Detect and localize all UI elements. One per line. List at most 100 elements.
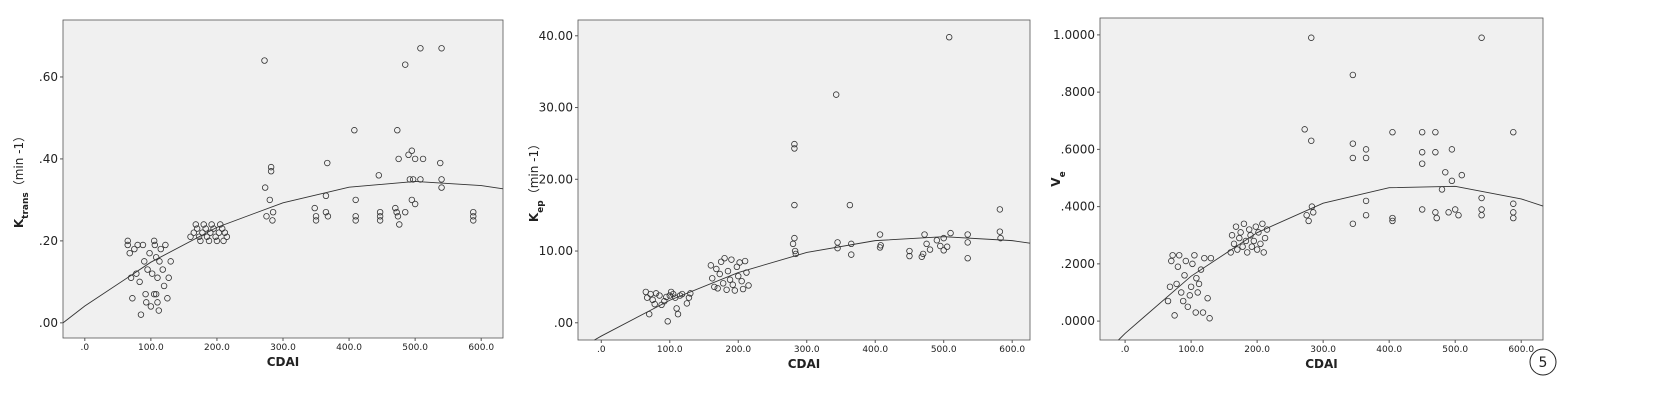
point — [197, 237, 204, 245]
y-axis-label-sub: ep — [536, 200, 546, 213]
point — [724, 267, 732, 275]
x-axis-label: CDAI — [1305, 357, 1338, 371]
fit-line — [62, 181, 504, 324]
point — [664, 318, 671, 325]
point — [351, 127, 358, 134]
point — [1362, 197, 1370, 205]
point — [1308, 137, 1315, 144]
point — [1189, 260, 1196, 268]
point — [210, 225, 217, 232]
point — [721, 255, 728, 262]
point — [162, 241, 169, 249]
y-tick-label: 40.00 — [539, 29, 573, 43]
point — [263, 213, 270, 220]
x-tick-label: 600.0 — [1508, 345, 1534, 355]
point — [877, 242, 884, 249]
y-axis-label: Ve — [1049, 171, 1068, 186]
x-tick-label: .0 — [1121, 345, 1130, 355]
y-tick-label: 10.00 — [539, 244, 573, 258]
point — [269, 217, 276, 224]
page-marker-circle — [1529, 348, 1557, 376]
point — [470, 208, 477, 216]
point — [139, 241, 147, 249]
point — [147, 303, 155, 310]
point — [1242, 237, 1250, 245]
point — [124, 241, 131, 249]
point — [964, 255, 971, 262]
point — [152, 290, 160, 298]
point — [719, 280, 727, 287]
point — [1195, 280, 1203, 288]
point — [1199, 309, 1207, 316]
y-axis-label-sub: e — [1058, 171, 1068, 177]
point — [150, 237, 158, 245]
point — [1418, 206, 1426, 213]
point — [791, 234, 798, 242]
x-tick-label: 100.0 — [138, 343, 164, 353]
plot-area — [577, 19, 1031, 341]
point — [713, 265, 720, 273]
point — [409, 176, 417, 183]
y-tick-label: .6000 — [1061, 142, 1095, 156]
y-tick-label: 30.00 — [539, 101, 573, 115]
x-tick-label: 600.0 — [468, 343, 494, 353]
point — [1418, 149, 1426, 156]
point — [131, 245, 138, 253]
x-tick-label: 300.0 — [270, 343, 296, 353]
point — [666, 292, 673, 299]
point — [136, 278, 143, 286]
point — [792, 250, 799, 258]
x-tick-label: 200.0 — [1244, 345, 1270, 355]
point — [1455, 212, 1462, 219]
point — [1448, 146, 1456, 153]
x-tick-label: .0 — [81, 343, 90, 353]
point — [1432, 149, 1439, 156]
point — [394, 127, 401, 134]
y-tick-label: .60 — [39, 70, 58, 84]
point — [1510, 214, 1517, 222]
point — [1259, 220, 1266, 227]
point — [205, 237, 213, 245]
point — [673, 305, 680, 312]
point — [918, 253, 925, 260]
x-tick-label: 600.0 — [999, 345, 1025, 355]
point — [212, 233, 219, 240]
point — [221, 229, 229, 236]
point — [1182, 257, 1190, 265]
point — [152, 254, 160, 261]
point — [832, 91, 840, 98]
point — [745, 282, 752, 289]
point — [1451, 206, 1459, 213]
point — [652, 290, 660, 297]
point — [1186, 292, 1193, 299]
point — [266, 196, 273, 204]
point — [1253, 246, 1261, 253]
point — [943, 243, 951, 250]
point — [154, 274, 161, 281]
point — [940, 247, 947, 254]
point — [791, 247, 799, 255]
point — [141, 258, 148, 265]
point — [1232, 223, 1240, 230]
point — [739, 285, 747, 293]
point — [190, 229, 198, 236]
point — [669, 290, 677, 298]
point — [651, 300, 658, 308]
point — [1248, 243, 1256, 250]
point — [1418, 160, 1426, 167]
y-tick-label: .8000 — [1061, 85, 1095, 99]
x-tick-label: 200.0 — [204, 343, 230, 353]
point — [996, 228, 1004, 235]
point — [352, 196, 359, 204]
point — [1389, 214, 1396, 222]
point — [1349, 220, 1357, 227]
point — [1349, 154, 1357, 162]
point — [1305, 217, 1312, 225]
point — [151, 241, 159, 249]
point — [685, 294, 693, 301]
point — [656, 292, 663, 299]
y-tick-label: .4000 — [1061, 200, 1095, 214]
y-axis-label-main: V — [1049, 177, 1063, 187]
point — [143, 299, 150, 306]
